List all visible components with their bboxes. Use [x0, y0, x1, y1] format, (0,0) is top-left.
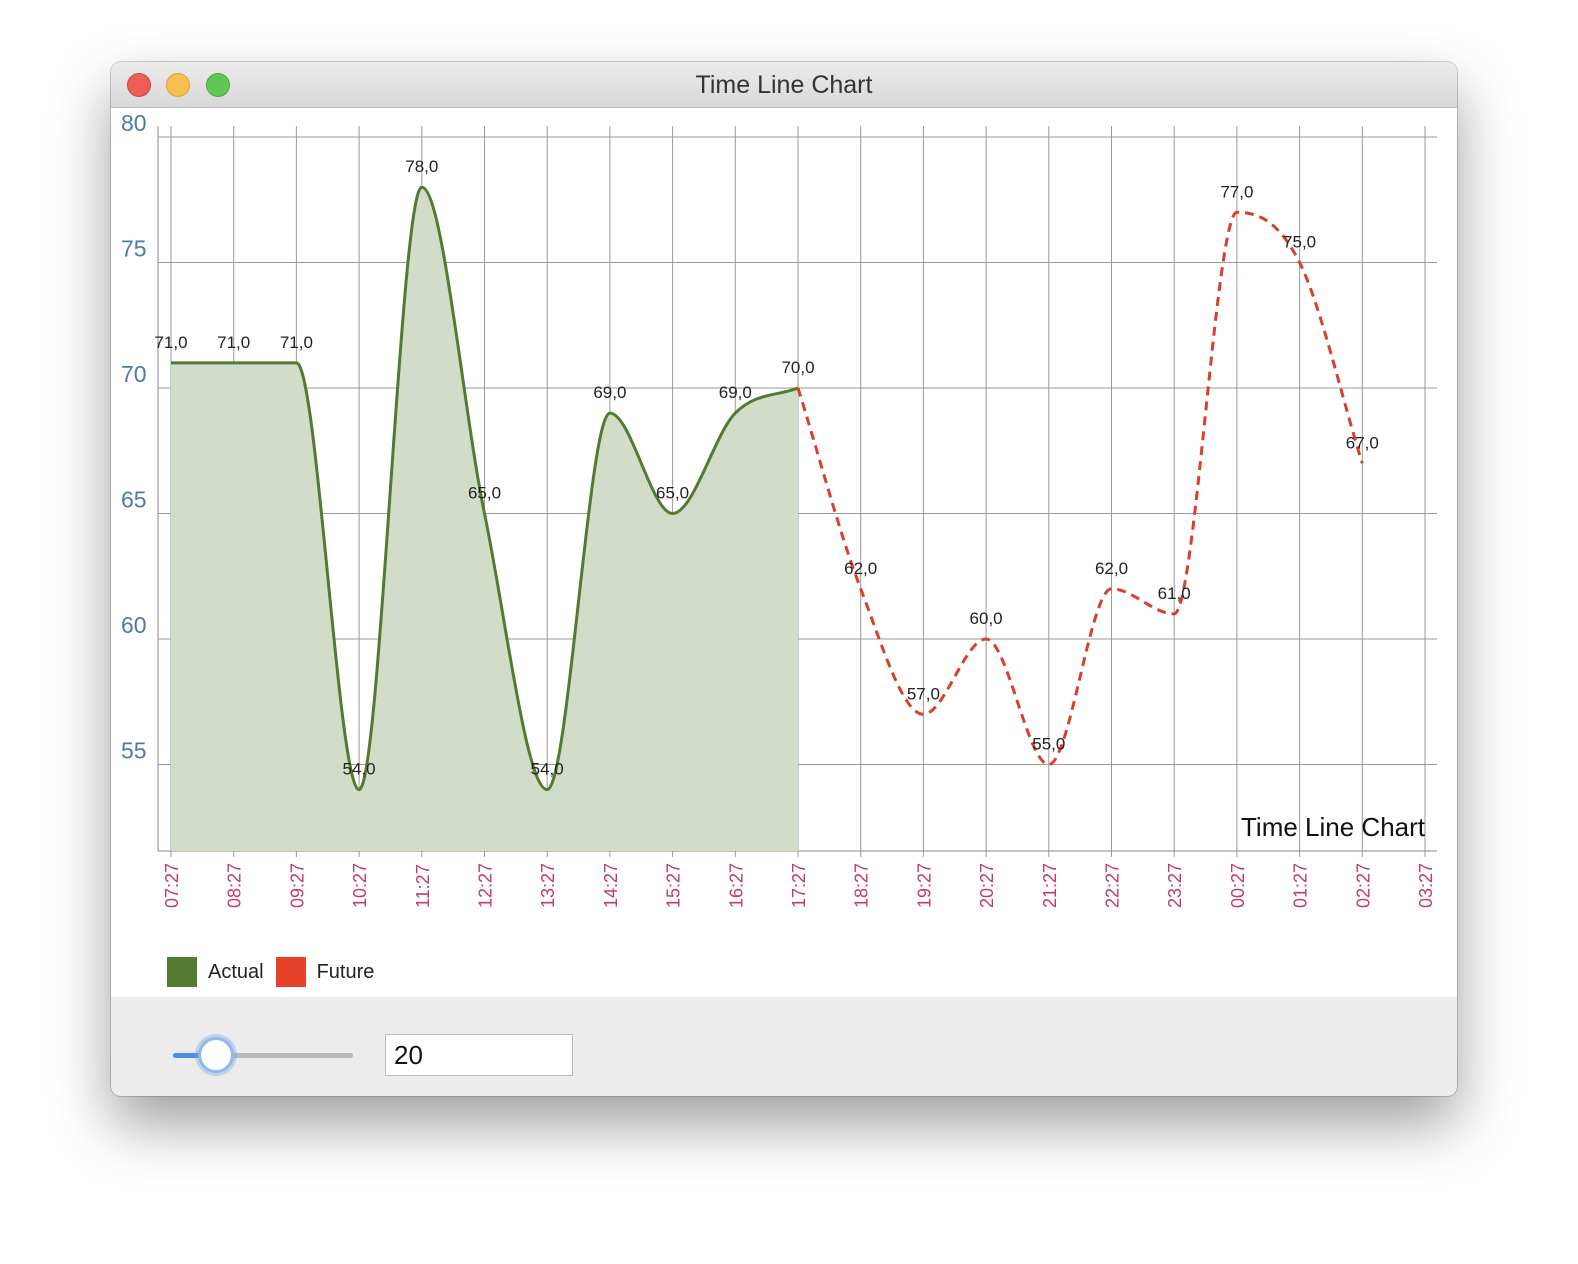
slider-fill	[173, 1053, 217, 1058]
data-label: 67,0	[1346, 433, 1379, 452]
x-tick-label: 16:27	[726, 863, 746, 908]
x-tick-label: 12:27	[476, 863, 496, 908]
x-tick-label: 18:27	[852, 863, 872, 908]
legend-label-future: Future	[316, 960, 375, 983]
close-button[interactable]	[127, 73, 151, 97]
title-bar[interactable]: Time Line Chart	[111, 62, 1457, 108]
data-label: 69,0	[593, 383, 626, 402]
x-tick-label: 03:27	[1416, 863, 1436, 908]
data-label: 65,0	[656, 484, 689, 503]
slider-track[interactable]	[173, 1053, 353, 1058]
data-label: 60,0	[970, 609, 1003, 628]
data-label: 65,0	[468, 484, 501, 503]
chart-title: Time Line Chart	[1241, 812, 1426, 842]
data-label: 71,0	[280, 333, 313, 352]
series-line-actual	[171, 185, 799, 792]
x-tick-label: 02:27	[1353, 863, 1373, 908]
y-tick-label: 70	[121, 361, 147, 387]
x-tick-label: 14:27	[601, 863, 621, 908]
x-tick-label: 08:27	[225, 863, 245, 908]
chart-svg: 55 60 65 70 75 80 07:27 08:27 09:27 10:27 11:27 12:…	[121, 110, 1437, 908]
data-label: 77,0	[1220, 182, 1253, 201]
app-window: Time Line Chart 55 60 65 70 75 80 07:27 08:27 09…	[111, 62, 1457, 1096]
window-title: Time Line Chart	[695, 71, 873, 99]
data-label: 57,0	[907, 684, 940, 703]
chart-legend: Actual Future	[167, 956, 386, 988]
value-slider[interactable]	[173, 1037, 355, 1073]
legend-label-actual: Actual	[208, 960, 264, 983]
x-tick-label: 22:27	[1103, 863, 1123, 908]
minimize-button[interactable]	[166, 73, 190, 97]
legend-item-future: Future	[275, 957, 375, 987]
controls-panel	[111, 997, 1457, 1096]
x-tick-label: 09:27	[287, 863, 307, 908]
y-tick-label: 80	[121, 110, 147, 136]
x-tick-label: 13:27	[538, 863, 558, 908]
time-line-chart: 55 60 65 70 75 80 07:27 08:27 09:27 10:27 11:27 12:…	[111, 108, 1457, 998]
x-tick-label: 00:27	[1228, 863, 1248, 908]
data-label: 71,0	[217, 333, 250, 352]
y-tick-label: 55	[121, 738, 147, 764]
y-tick-label: 60	[121, 612, 147, 638]
data-label: 75,0	[1283, 233, 1316, 252]
data-label: 62,0	[1095, 559, 1128, 578]
data-label: 54,0	[343, 760, 376, 779]
legend-swatch-future	[275, 957, 306, 987]
data-label: 61,0	[1158, 584, 1191, 603]
x-tick-label: 07:27	[162, 863, 182, 908]
x-tick-label: 17:27	[789, 863, 809, 908]
legend-swatch-actual	[167, 957, 197, 987]
data-label: 55,0	[1032, 735, 1065, 754]
x-tick-label: 11:27	[413, 864, 433, 908]
x-tick-label: 10:27	[350, 863, 370, 908]
legend-item-actual: Actual	[167, 957, 264, 987]
x-tick-label: 15:27	[664, 863, 684, 908]
data-label: 69,0	[719, 383, 752, 402]
x-tick-label: 21:27	[1040, 863, 1060, 908]
x-tick-label: 19:27	[914, 863, 934, 908]
y-tick-label: 75	[121, 236, 147, 262]
data-label: 54,0	[531, 760, 564, 779]
data-label: 70,0	[781, 358, 814, 377]
series-line-future	[796, 210, 1364, 767]
data-label: 62,0	[844, 559, 877, 578]
y-tick-label: 65	[121, 487, 147, 513]
slider-thumb[interactable]	[198, 1037, 235, 1073]
data-label: 78,0	[405, 157, 438, 176]
x-tick-label: 23:27	[1165, 863, 1185, 908]
value-field[interactable]	[385, 1034, 573, 1076]
x-tick-label: 01:27	[1291, 863, 1311, 908]
data-label: 71,0	[154, 333, 187, 352]
zoom-button[interactable]	[206, 73, 230, 97]
x-tick-label: 20:27	[977, 863, 997, 908]
